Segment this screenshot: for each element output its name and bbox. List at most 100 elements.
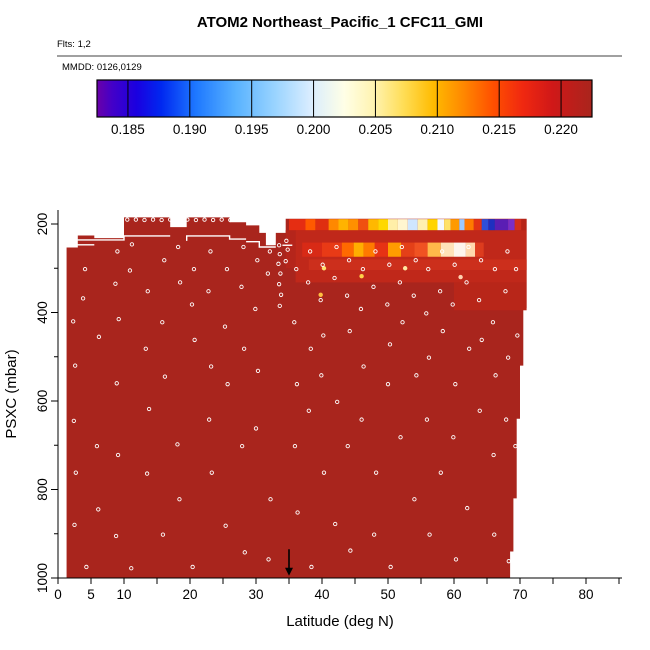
data-point [426, 266, 431, 272]
x-tick-label: 40 [314, 587, 329, 602]
data-point [278, 271, 283, 276]
data-point [96, 507, 101, 512]
contour-step-line [246, 240, 276, 248]
data-point [452, 262, 457, 267]
data-point [398, 435, 403, 440]
data-point [492, 266, 498, 272]
data-point [387, 342, 393, 347]
colorbar-tick-label: 0.215 [482, 122, 516, 137]
data-point [192, 337, 197, 343]
band-segment [388, 219, 398, 231]
data-point [295, 510, 300, 515]
y-tick-label: 200 [35, 213, 50, 236]
data-point [292, 443, 298, 449]
plot-area [66, 217, 527, 579]
colorbar-tick-label: 0.210 [420, 122, 454, 137]
data-point [476, 297, 482, 303]
data-point [503, 417, 509, 422]
data-point [267, 249, 273, 254]
band-segment [305, 219, 316, 231]
band-segment [437, 219, 445, 231]
data-point [345, 443, 350, 449]
data-point [191, 266, 197, 272]
data-point [159, 217, 164, 223]
data-point [276, 243, 282, 248]
band-segment [338, 219, 349, 231]
data-point [168, 217, 173, 222]
data-point [255, 368, 261, 374]
band-segment [417, 219, 428, 231]
data-point [222, 324, 228, 329]
data-point [412, 497, 417, 502]
data-point [96, 334, 102, 339]
band-segment [444, 219, 451, 231]
data-point [82, 266, 88, 272]
data-point [266, 557, 271, 562]
data-point [333, 521, 338, 527]
band-segment [358, 219, 369, 231]
data-point [492, 532, 497, 537]
data-point [276, 261, 281, 266]
band-segment [454, 242, 466, 257]
data-point [73, 470, 78, 475]
x-axis-tick-labels: 0 5 10 20 30 40 50 60 70 80 [54, 587, 593, 602]
data-point [239, 443, 245, 449]
data-point [385, 382, 391, 387]
data-point [150, 217, 156, 222]
data-point [114, 381, 119, 386]
y-tick-label: 800 [35, 478, 50, 501]
data-point [241, 244, 246, 250]
data-point [334, 244, 339, 250]
data-point [360, 266, 366, 272]
data-point [73, 363, 78, 368]
data-point [129, 242, 135, 247]
data-point [359, 417, 364, 422]
band-segment [481, 219, 489, 231]
x-tick-label: 0 [54, 587, 62, 602]
data-point [142, 217, 147, 223]
colorbar: 0.185 0.190 0.195 0.200 0.205 0.210 0.215 0.220 [96, 79, 593, 137]
data-speck [359, 274, 364, 279]
data-point [175, 244, 181, 250]
data-point [225, 382, 230, 387]
colorbar-tick-label: 0.200 [297, 122, 331, 137]
data-point [115, 249, 120, 254]
colorbar-tick-label: 0.190 [173, 122, 207, 137]
x-tick-label: 10 [116, 587, 131, 602]
data-speck [458, 274, 463, 280]
band-segment [514, 219, 522, 231]
colorbar-tick-label: 0.185 [111, 122, 145, 137]
data-point [505, 249, 510, 254]
band-segment [341, 242, 354, 257]
data-point [177, 497, 182, 502]
data-point [438, 470, 443, 475]
data-point [361, 364, 366, 369]
data-point [513, 266, 519, 272]
y-axis-title: PSXC (mbar) [3, 349, 20, 438]
data-point [84, 564, 89, 570]
data-point [493, 373, 498, 378]
data-point [228, 217, 233, 223]
data-point [320, 262, 325, 267]
band-segment [494, 219, 509, 231]
data-point [193, 217, 199, 223]
data-point [344, 293, 350, 298]
data-point [515, 549, 520, 554]
data-point [239, 284, 244, 289]
data-point [505, 355, 511, 360]
data-point [346, 258, 352, 263]
data-point [318, 297, 323, 303]
bright-region [454, 282, 527, 311]
data-point [479, 337, 484, 343]
band-segment [521, 219, 527, 231]
data-point [224, 266, 230, 272]
band-segment [427, 219, 438, 231]
data-point [413, 258, 418, 263]
data-point [388, 564, 393, 570]
data-point [453, 382, 458, 387]
data-point [305, 280, 311, 285]
data-point [427, 532, 432, 537]
data-point [387, 262, 392, 267]
data-point [71, 418, 76, 424]
